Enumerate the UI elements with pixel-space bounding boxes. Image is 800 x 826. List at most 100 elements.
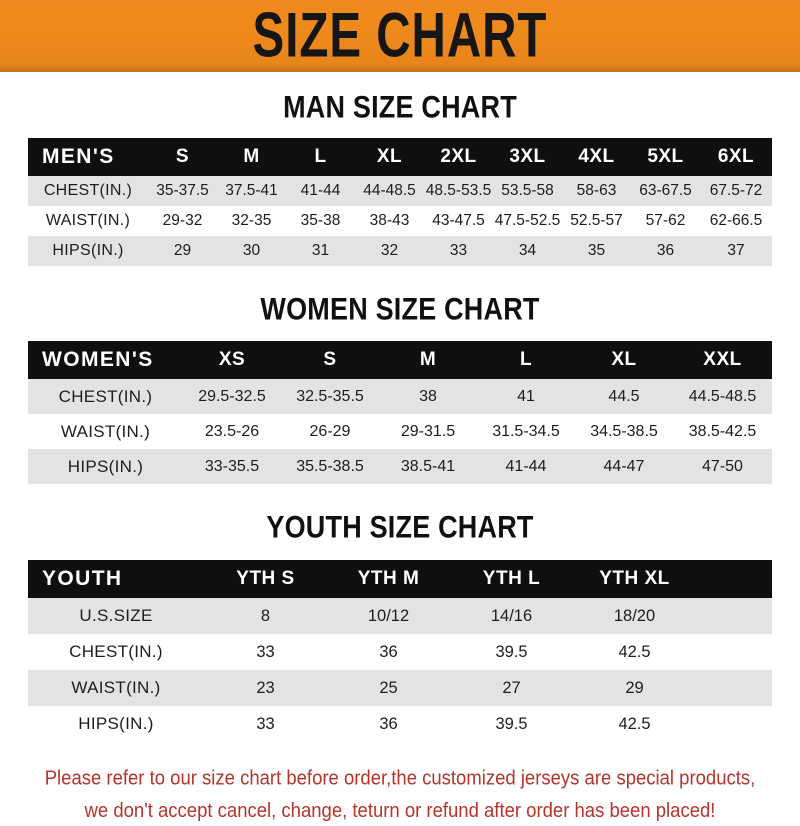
women-cell-2-1: 35.5-38.5 <box>296 457 364 475</box>
youth-cell-1-2: 39.5 <box>495 642 528 661</box>
table-row: CHEST(IN.) 29.5-32.5 32.5-35.5 38 41 44.… <box>28 379 772 414</box>
youth-row-0-filler <box>696 598 772 634</box>
man-cell-2-7: 36 <box>656 242 675 259</box>
youth-row-1-label: CHEST(IN.) <box>69 642 163 661</box>
order-policy-note-line-2: we don't accept cancel, change, teturn o… <box>84 797 716 821</box>
youth-cell-0-3: 18/20 <box>613 606 656 625</box>
youth-cell-3-1: 36 <box>379 714 398 733</box>
youth-row-3-filler <box>696 706 772 742</box>
man-size-table: MEN'S S M L XL 2XL 3XL 4XL 5XL 6XL CHEST… <box>28 138 772 266</box>
women-size-col-5: XXL <box>703 349 742 370</box>
women-section-title: WOMEN SIZE CHART <box>260 291 540 327</box>
women-cell-0-5: 44.5-48.5 <box>688 387 757 405</box>
table-row: WAIST(IN.) 29-32 32-35 35-38 38-43 43-47… <box>28 206 772 236</box>
youth-cell-0-2: 14/16 <box>490 606 533 625</box>
youth-cell-0-0: 8 <box>260 606 271 625</box>
youth-size-col-3: YTH XL <box>599 568 670 589</box>
man-size-col-4: 2XL <box>440 146 477 167</box>
women-row-2-label: HIPS(IN.) <box>67 456 144 476</box>
man-size-col-8: 6XL <box>717 146 755 167</box>
youth-cell-3-2: 39.5 <box>495 714 528 733</box>
man-cell-1-4: 43-47.5 <box>432 212 485 229</box>
man-size-col-7: 5XL <box>647 146 684 167</box>
man-cell-1-6: 52.5-57 <box>570 212 623 229</box>
man-cell-2-3: 32 <box>380 242 399 259</box>
youth-size-table: YOUTH YTH S YTH M YTH L YTH XL U.S.SIZE … <box>28 560 772 742</box>
youth-row-0-label: U.S.SIZE <box>79 606 153 625</box>
youth-cell-1-1: 36 <box>379 642 398 661</box>
women-size-col-4: XL <box>611 349 637 370</box>
women-cell-2-3: 41-44 <box>505 457 547 475</box>
youth-row-1-filler <box>696 634 772 670</box>
women-size-table-wrap: WOMEN'S XS S M L XL XXL CHEST(IN.) 29.5-… <box>28 341 772 484</box>
man-cell-1-2: 35-38 <box>300 212 341 229</box>
women-cell-0-1: 32.5-35.5 <box>296 387 364 405</box>
youth-row-2-label: WAIST(IN.) <box>71 678 161 697</box>
youth-section-title: YOUTH SIZE CHART <box>266 509 534 545</box>
youth-cell-3-3: 42.5 <box>618 714 651 733</box>
man-header-row: MEN'S S M L XL 2XL 3XL 4XL 5XL 6XL <box>28 138 772 176</box>
table-row: CHEST(IN.) 33 36 39.5 42.5 <box>28 634 772 670</box>
man-row-2-label: HIPS(IN.) <box>52 242 124 259</box>
youth-cell-1-0: 33 <box>256 642 275 661</box>
youth-row-2-filler <box>696 670 772 706</box>
youth-cell-1-3: 42.5 <box>618 642 651 661</box>
women-cell-1-1: 26-29 <box>309 422 351 440</box>
table-row: HIPS(IN.) 33 36 39.5 42.5 <box>28 706 772 742</box>
man-cell-2-2: 31 <box>311 242 330 259</box>
youth-size-col-1: YTH M <box>357 568 420 589</box>
man-size-col-1: M <box>243 146 260 167</box>
women-size-col-1: S <box>323 349 337 370</box>
women-header-label: WOMEN'S <box>42 348 154 371</box>
man-cell-1-8: 62-66.5 <box>709 212 763 229</box>
youth-cell-0-1: 10/12 <box>367 606 410 625</box>
man-cell-2-1: 30 <box>242 242 261 259</box>
youth-size-table-wrap: YOUTH YTH S YTH M YTH L YTH XL U.S.SIZE … <box>28 560 772 742</box>
man-cell-0-0: 35-37.5 <box>156 182 209 199</box>
women-cell-1-3: 31.5-34.5 <box>492 422 560 440</box>
women-size-table: WOMEN'S XS S M L XL XXL CHEST(IN.) 29.5-… <box>28 341 772 484</box>
table-row: CHEST(IN.) 35-37.5 37.5-41 41-44 44-48.5… <box>28 176 772 206</box>
man-size-col-6: 4XL <box>578 146 615 167</box>
man-cell-0-5: 53.5-58 <box>501 182 554 199</box>
women-size-col-3: L <box>519 349 533 370</box>
man-cell-2-4: 33 <box>449 242 468 259</box>
women-cell-1-2: 29-31.5 <box>400 422 456 440</box>
man-cell-2-0: 29 <box>173 242 192 259</box>
table-row: WAIST(IN.) 23.5-26 26-29 29-31.5 31.5-34… <box>28 414 772 449</box>
man-cell-1-3: 38-43 <box>369 212 410 229</box>
women-cell-0-2: 38 <box>419 387 437 405</box>
man-cell-0-2: 41-44 <box>300 182 341 199</box>
youth-cell-2-0: 23 <box>256 678 275 697</box>
youth-cell-2-1: 25 <box>379 678 398 697</box>
man-size-col-0: S <box>175 146 190 167</box>
order-policy-note-line-1: Please refer to our size chart before or… <box>44 765 756 789</box>
youth-size-col-2: YTH L <box>482 568 541 589</box>
page-title: SIZE CHART <box>252 0 548 70</box>
women-cell-0-4: 44.5 <box>608 387 640 405</box>
youth-table-body: YOUTH YTH S YTH M YTH L YTH XL U.S.SIZE … <box>28 560 772 742</box>
man-section-title: MAN SIZE CHART <box>283 89 517 125</box>
women-header-row: WOMEN'S XS S M L XL XXL <box>28 341 772 379</box>
man-size-col-3: XL <box>376 146 403 167</box>
man-header-label: MEN'S <box>42 145 115 168</box>
women-cell-0-3: 41 <box>517 387 535 405</box>
man-row-0-label: CHEST(IN.) <box>43 182 133 199</box>
man-cell-1-1: 32-35 <box>231 212 272 229</box>
youth-header-row: YOUTH YTH S YTH M YTH L YTH XL <box>28 560 772 598</box>
women-cell-1-4: 34.5-38.5 <box>590 422 658 440</box>
man-cell-2-6: 35 <box>587 242 606 259</box>
table-row: HIPS(IN.) 29 30 31 32 33 34 35 36 37 <box>28 236 772 266</box>
man-cell-1-5: 47.5-52.5 <box>494 212 561 229</box>
man-cell-1-0: 29-32 <box>162 212 203 229</box>
man-cell-1-7: 57-62 <box>645 212 686 229</box>
women-size-col-2: M <box>419 349 437 370</box>
man-size-col-5: 3XL <box>509 146 546 167</box>
man-cell-0-7: 63-67.5 <box>639 182 692 199</box>
man-cell-0-3: 44-48.5 <box>363 182 416 199</box>
youth-cell-2-3: 29 <box>625 678 644 697</box>
man-size-table-wrap: MEN'S S M L XL 2XL 3XL 4XL 5XL 6XL CHEST… <box>28 138 772 266</box>
man-row-1-label: WAIST(IN.) <box>45 212 131 229</box>
youth-cell-2-2: 27 <box>502 678 521 697</box>
